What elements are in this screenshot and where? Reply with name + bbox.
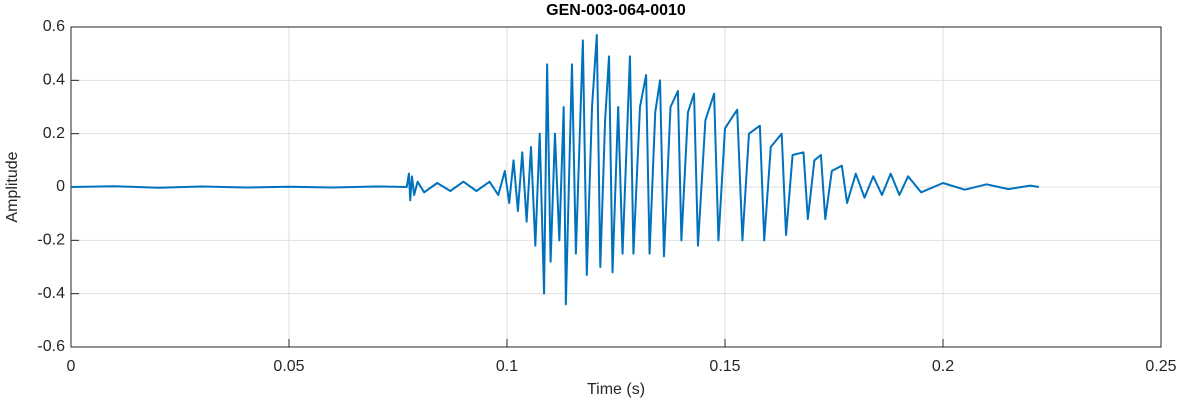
- y-tick-label: -0.4: [37, 285, 65, 302]
- x-tick-label: 0: [67, 358, 76, 375]
- chart-title: GEN-003-064-0010: [546, 2, 686, 19]
- y-tick-label: -0.2: [37, 232, 65, 249]
- y-tick-label: 0.4: [43, 72, 65, 89]
- x-tick-label: 0.15: [709, 358, 740, 375]
- y-tick-label: 0: [56, 178, 65, 195]
- x-tick-label: 0.25: [1145, 358, 1176, 375]
- x-tick-label: 0.1: [496, 358, 518, 375]
- x-axis-label: Time (s): [587, 381, 645, 398]
- y-tick-label: -0.6: [37, 338, 65, 355]
- y-axis-label: Amplitude: [4, 151, 21, 222]
- y-tick-label: 0.2: [43, 125, 65, 142]
- x-tick-label: 0.05: [273, 358, 304, 375]
- y-tick-label: 0.6: [43, 18, 65, 35]
- waveform-line: [70, 34, 1040, 306]
- x-tick-label: 0.2: [932, 358, 954, 375]
